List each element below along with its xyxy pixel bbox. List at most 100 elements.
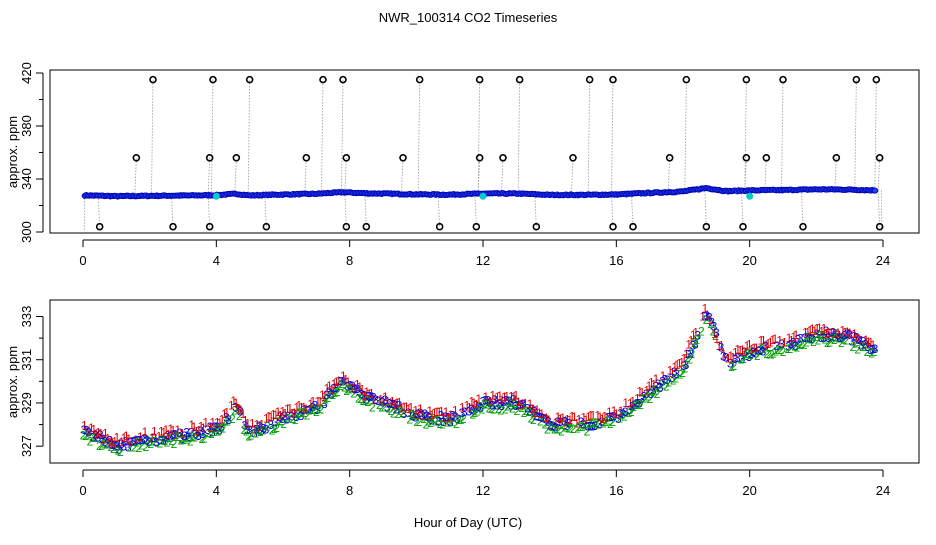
series-2-marker: 2	[801, 338, 808, 352]
spike-point-mid	[232, 154, 241, 162]
highlight-point	[746, 192, 754, 200]
series-2-marker: 2	[175, 430, 182, 444]
series-2-marker: 2	[252, 426, 259, 440]
series-1-marker: 1	[109, 436, 116, 450]
series-2-marker: 2	[336, 379, 343, 393]
series-2-marker: 2	[556, 422, 563, 436]
series-2-marker: 2	[84, 428, 91, 442]
spike-point-high	[149, 75, 157, 84]
series-3-marker: 3	[309, 400, 316, 414]
spike-connector	[437, 194, 441, 227]
spike-connector	[534, 194, 537, 227]
series-1-marker: 1	[676, 356, 683, 370]
series-2-marker: 2	[215, 425, 222, 439]
series-1-marker: 1	[718, 338, 725, 352]
series-2-marker: 2	[80, 428, 87, 442]
series-2-marker: 2	[110, 442, 117, 456]
series-2-marker: 2	[378, 400, 385, 414]
series-2-marker: 2	[665, 375, 672, 389]
series-1-marker: 1	[188, 418, 195, 432]
series-3-marker: 3	[428, 413, 435, 427]
series-3-marker: 3	[151, 431, 158, 445]
series-2-marker: 2	[199, 432, 206, 446]
series-2-marker: 2	[280, 417, 287, 431]
series-1-marker: 1	[590, 409, 597, 423]
series-3-marker: 3	[517, 398, 524, 412]
series-1-marker: 1	[786, 331, 793, 345]
series-2-marker: 2	[850, 340, 857, 354]
series-1-marker: 1	[492, 392, 499, 406]
series-1-marker: 1	[142, 425, 149, 439]
series-3-marker: 3	[158, 433, 165, 447]
spike-point-mid	[399, 154, 407, 162]
series-3-marker: 3	[589, 419, 596, 433]
series-3-marker: 3	[125, 441, 132, 455]
series-3-marker: 3	[578, 415, 585, 429]
series-2-marker: 2	[591, 416, 598, 430]
series-3-marker: 3	[183, 425, 190, 439]
spike-point-low	[362, 222, 371, 231]
series-3-marker: 3	[354, 382, 361, 396]
series-2-marker: 2	[269, 423, 276, 437]
series-2-marker: 2	[595, 417, 602, 431]
series-1-marker: 1	[286, 402, 293, 416]
series-3-marker: 3	[347, 378, 354, 392]
series-2-marker: 2	[822, 333, 829, 347]
series-1-marker: 1	[760, 333, 767, 347]
series-1-marker: 1	[739, 343, 746, 357]
series-3-marker: 3	[746, 350, 753, 364]
series-2-marker: 2	[448, 415, 455, 429]
series-3-marker: 3	[825, 331, 832, 345]
series-3-marker: 3	[636, 396, 643, 410]
series-3-marker: 3	[820, 331, 827, 345]
series-1-marker: 1	[650, 377, 657, 391]
series-1-marker: 1	[165, 427, 172, 441]
series-1-marker: 1	[804, 325, 811, 339]
spike-connector	[264, 194, 267, 227]
series-1-marker: 1	[788, 333, 795, 347]
series-3-marker: 3	[386, 397, 393, 411]
series-1-marker: 1	[408, 400, 415, 414]
series-2-marker: 2	[322, 393, 329, 407]
series-2-marker: 2	[103, 438, 110, 452]
series-1-marker: 1	[237, 403, 244, 417]
series-1-marker: 1	[706, 313, 713, 327]
series-1-marker: 1	[867, 336, 874, 350]
series-2-marker: 2	[138, 439, 145, 453]
series-3-marker: 3	[181, 429, 188, 443]
series-3-marker: 3	[503, 394, 510, 408]
series-2-marker: 2	[87, 435, 94, 449]
series-2-marker: 2	[770, 347, 777, 361]
series-2-marker: 2	[628, 405, 635, 419]
series-2-marker: 2	[740, 352, 747, 366]
series-2-marker: 2	[831, 333, 838, 347]
series-1-marker: 1	[753, 341, 760, 355]
series-1-marker: 1	[816, 321, 823, 335]
series-3-marker: 3	[473, 399, 480, 413]
series-1-marker: 1	[300, 401, 307, 415]
series-2-marker: 2	[619, 408, 626, 422]
series-3-marker: 3	[512, 399, 519, 413]
series-1-marker: 1	[450, 410, 457, 424]
series-3-marker: 3	[160, 433, 167, 447]
series-2-marker: 2	[472, 406, 479, 420]
series-2-marker: 2	[434, 413, 441, 427]
series-2-marker: 2	[549, 420, 556, 434]
series-3-marker: 3	[510, 392, 517, 406]
series-1-marker: 1	[429, 408, 436, 422]
series-3-marker: 3	[557, 415, 564, 429]
series-1-marker: 1	[613, 407, 620, 421]
spike-point-low	[739, 222, 747, 231]
series-2-marker: 2	[217, 421, 224, 435]
series-1-marker: 1	[517, 398, 524, 412]
spike-point-high	[475, 75, 484, 84]
series-2-marker: 2	[171, 437, 178, 451]
series-2-marker: 2	[213, 422, 220, 436]
series-1-marker: 1	[137, 430, 144, 444]
spike-connector	[341, 79, 344, 193]
spike-point-low	[435, 222, 444, 231]
spike-connector	[571, 157, 574, 195]
series-2-marker: 2	[824, 336, 831, 350]
series-2-marker: 2	[600, 416, 607, 430]
series-1-marker: 1	[104, 431, 111, 445]
